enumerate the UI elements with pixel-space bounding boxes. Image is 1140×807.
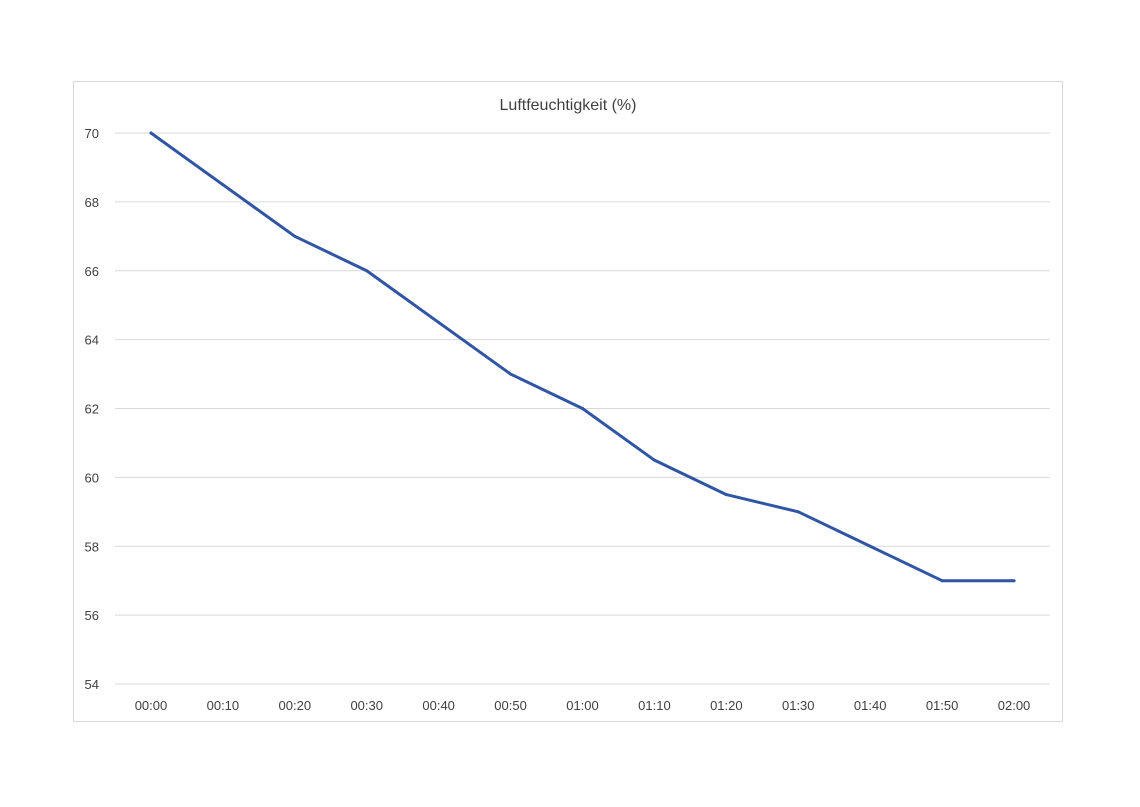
data-point — [868, 544, 872, 548]
data-point — [293, 234, 297, 238]
x-tick-label: 01:50 — [926, 698, 959, 713]
x-tick-label: 00:20 — [279, 698, 312, 713]
x-tick-label: 00:30 — [350, 698, 383, 713]
y-tick-label: 66 — [85, 264, 99, 279]
x-tick-label: 00:00 — [135, 698, 168, 713]
y-tick-label: 56 — [85, 608, 99, 623]
data-point — [940, 579, 944, 583]
chart-title: Luftfeuchtigkeit (%) — [500, 97, 637, 114]
line-chart: Luftfeuchtigkeit (%) 545658606264666870 … — [85, 97, 1050, 713]
data-point — [724, 493, 728, 497]
x-axis-tick-labels: 00:00 00:10 00:20 00:30 00:40 00:50 01:00 01:10… — [135, 698, 1031, 713]
series-line — [149, 131, 1016, 583]
x-tick-label: 01:00 — [566, 698, 599, 713]
data-point — [581, 407, 584, 410]
y-axis-tick-labels: 54 56 58 60 62 64 66 68 70 — [85, 126, 99, 692]
data-point — [509, 372, 513, 376]
x-tick-label: 01:20 — [710, 698, 743, 713]
y-tick-label: 62 — [85, 402, 99, 417]
data-point — [221, 183, 225, 187]
data-point — [437, 320, 441, 324]
y-tick-label: 64 — [85, 333, 99, 348]
series-group — [149, 131, 1016, 583]
data-point — [652, 458, 656, 462]
y-tick-label: 54 — [85, 677, 99, 692]
data-point — [1012, 579, 1016, 583]
chart-frame: Luftfeuchtigkeit (%) 54 56 58 60 62 64 66 68 70 … — [73, 81, 1063, 722]
x-tick-label: 00:50 — [494, 698, 527, 713]
y-tick-label: 60 — [85, 470, 99, 485]
y-tick-label: 70 — [85, 126, 99, 141]
x-tick-label: 00:40 — [422, 698, 455, 713]
x-tick-label: 02:00 — [998, 698, 1031, 713]
x-tick-label: 01:30 — [782, 698, 815, 713]
y-tick-label: 58 — [85, 539, 99, 554]
data-point — [149, 131, 153, 135]
data-point — [796, 510, 800, 514]
x-tick-label: 00:10 — [207, 698, 240, 713]
x-tick-label: 01:40 — [854, 698, 887, 713]
y-tick-label: 68 — [85, 195, 99, 210]
data-point — [365, 269, 369, 273]
x-tick-label: 01:10 — [638, 698, 671, 713]
